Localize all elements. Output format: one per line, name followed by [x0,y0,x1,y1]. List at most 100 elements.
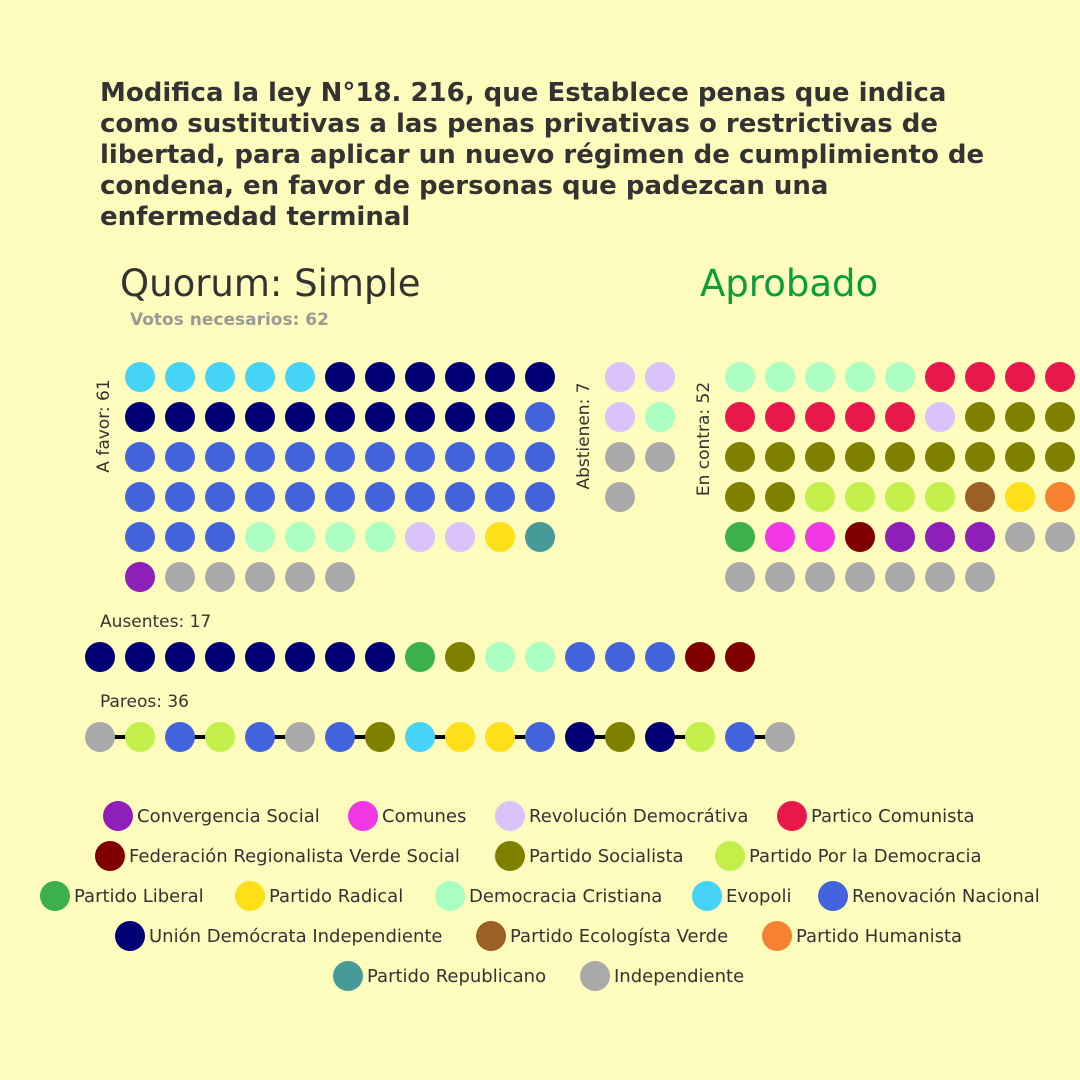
legend-swatch [40,881,70,911]
legend-label: Democracia Cristiana [469,885,663,907]
seat-against [805,362,835,392]
chart-title: Modifica la ley N°18. 216, que Establece… [100,78,985,232]
legend-label: Unión Demócrata Independiente [149,925,443,947]
seat-absent [165,642,195,672]
legend-swatch [715,841,745,871]
seat-pair [365,722,395,752]
legend-label: Independiente [614,965,745,987]
legend-swatch [435,881,465,911]
seat-absent [645,642,675,672]
seat-pair [685,722,715,752]
legend-label: Comunes [382,805,467,827]
seat-pair [565,722,595,752]
legend-item-radical: Partido Radical [235,880,403,912]
seat-absent [325,642,355,672]
legend-swatch [818,881,848,911]
legend-item-humanista: Partido Humanista [762,920,962,952]
legend-item-convergencia: Convergencia Social [103,800,320,832]
seat-against [725,522,755,552]
seat-favor [165,482,195,512]
seat-favor [205,402,235,432]
seat-against [925,482,955,512]
legend-item-liberal: Partido Liberal [40,880,204,912]
seat-favor [525,482,555,512]
seat-abstain [605,402,635,432]
seat-favor [445,522,475,552]
legend-label: Partido Republicano [367,965,547,987]
seat-absent [485,642,515,672]
legend-label: Revolución Democrátiva [529,805,749,827]
seat-favor [205,522,235,552]
legend-label: Evopoli [726,885,792,907]
legend-item-rn: Renovación Nacional [818,880,1040,912]
legend-swatch [115,921,145,951]
seat-favor [525,522,555,552]
seat-against [845,562,875,592]
group-label-absent: Ausentes: 17 [100,612,212,632]
seat-against [845,362,875,392]
legend-swatch [762,921,792,951]
seat-favor [125,442,155,472]
legend-swatch [495,841,525,871]
seat-against [805,482,835,512]
seat-favor [165,522,195,552]
seat-favor [245,482,275,512]
seat-pair [165,722,195,752]
seat-pair [645,722,675,752]
seat-favor [525,362,555,392]
seat-favor [405,482,435,512]
legend-label: Renovación Nacional [852,885,1040,907]
seat-abstain [605,482,635,512]
seat-favor [485,442,515,472]
legend-item-udi: Unión Demócrata Independiente [115,920,443,952]
seat-against [765,402,795,432]
seat-against [725,442,755,472]
seat-against [965,362,995,392]
seat-favor [405,442,435,472]
seat-against [845,522,875,552]
legend-item-evopoli: Evopoli [692,880,791,912]
legend-swatch [333,961,363,991]
legend-swatch [580,961,610,991]
seat-against [725,402,755,432]
legend-swatch [348,801,378,831]
legend-label: Federación Regionalista Verde Social [129,845,460,867]
seat-favor [405,402,435,432]
seat-favor [325,442,355,472]
seat-favor [125,482,155,512]
seat-against [885,482,915,512]
seat-against [805,522,835,552]
seat-against [885,442,915,472]
seat-favor [245,442,275,472]
legend-label: Partico Comunista [811,805,975,827]
quorum-label: Quorum: Simple [120,262,421,305]
seat-against [965,522,995,552]
seat-favor [445,482,475,512]
legend-label: Partido Socialista [529,845,684,867]
seat-favor [325,362,355,392]
seat-favor [285,562,315,592]
seat-absent [525,642,555,672]
seat-absent [85,642,115,672]
seat-favor [325,482,355,512]
legend-item-ps: Partido Socialista [495,840,684,872]
seat-against [965,482,995,512]
seat-favor [285,402,315,432]
seat-pair [765,722,795,752]
seat-absent [365,642,395,672]
seat-against [765,522,795,552]
seat-pair [325,722,355,752]
legend-item-rd: Revolución Democrátiva [495,800,748,832]
seat-absent [685,642,715,672]
seat-absent [125,642,155,672]
seat-favor [365,482,395,512]
seat-pair [445,722,475,752]
seat-against [765,442,795,472]
seat-absent [605,642,635,672]
legend-swatch [777,801,807,831]
legend-swatch [692,881,722,911]
seat-against [1045,442,1075,472]
seat-favor [205,482,235,512]
seat-against [845,402,875,432]
seat-favor [365,522,395,552]
